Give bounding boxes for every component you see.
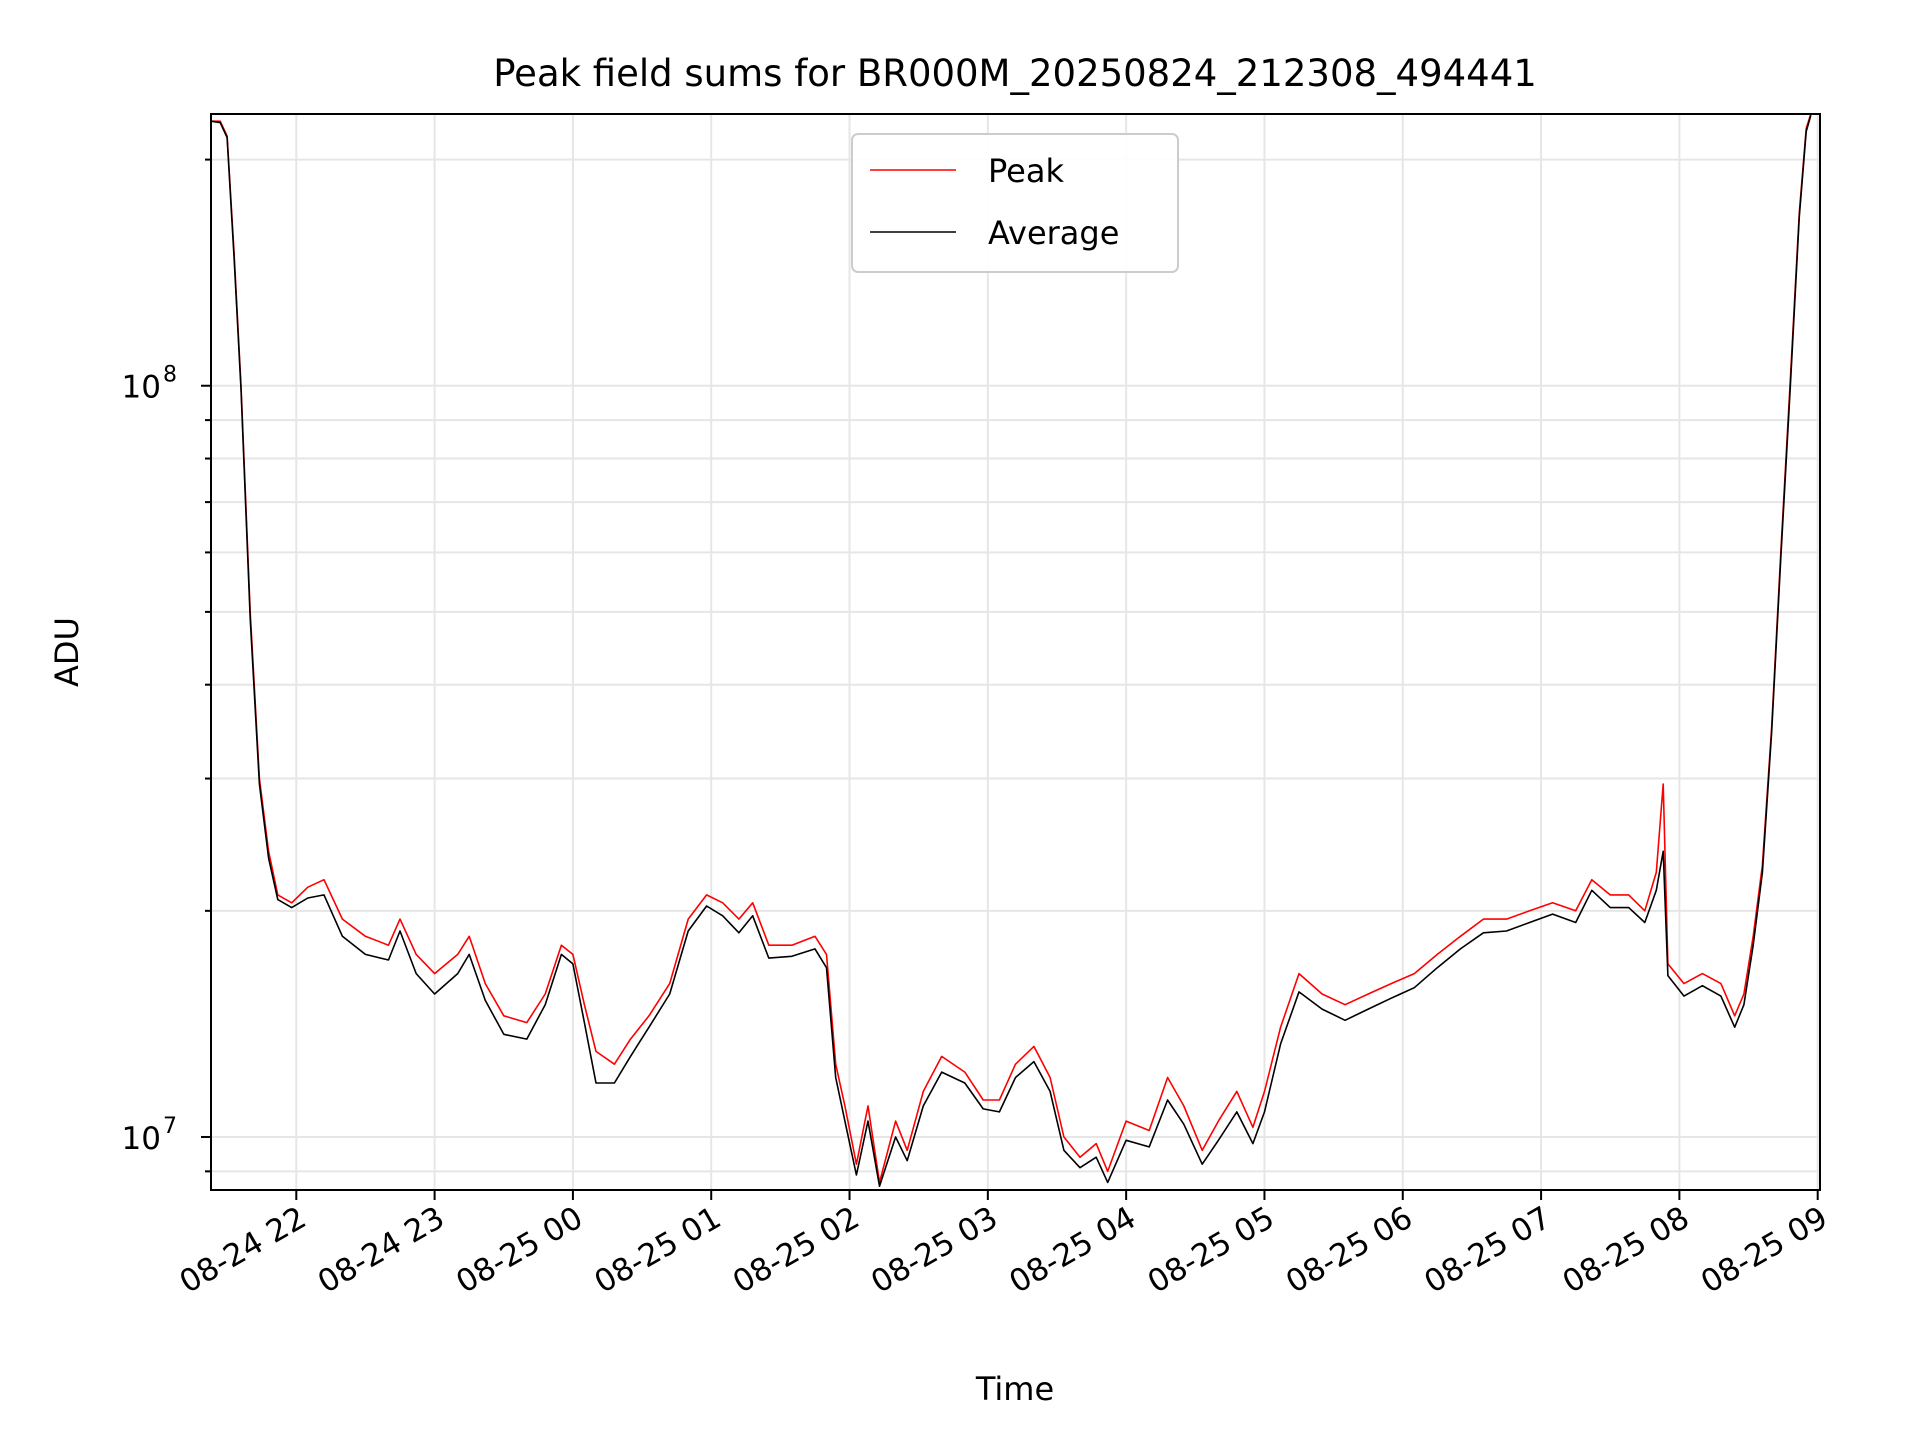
series-line-average (210, 115, 1812, 1187)
chart-title: Peak field sums for BR000M_20250824_2123… (493, 52, 1537, 95)
y-axis-label: ADU (48, 617, 86, 687)
y-tick-exponent: 7 (163, 1114, 177, 1139)
y-tick-label: 10 (122, 370, 161, 406)
y-tick-label: 10 (122, 1121, 161, 1157)
plot-frame (210, 113, 1821, 1191)
legend-box (851, 133, 1179, 273)
x-axis-label: Time (975, 1370, 1054, 1408)
y-tick-exponent: 8 (163, 363, 177, 388)
grid-lines (211, 114, 1820, 1190)
legend-label-peak: Peak (988, 152, 1064, 190)
series-line-peak (211, 113, 1812, 1184)
legend: Peak Average (851, 133, 1179, 273)
series-layer (210, 113, 1812, 1187)
legend-label-average: Average (988, 214, 1119, 252)
